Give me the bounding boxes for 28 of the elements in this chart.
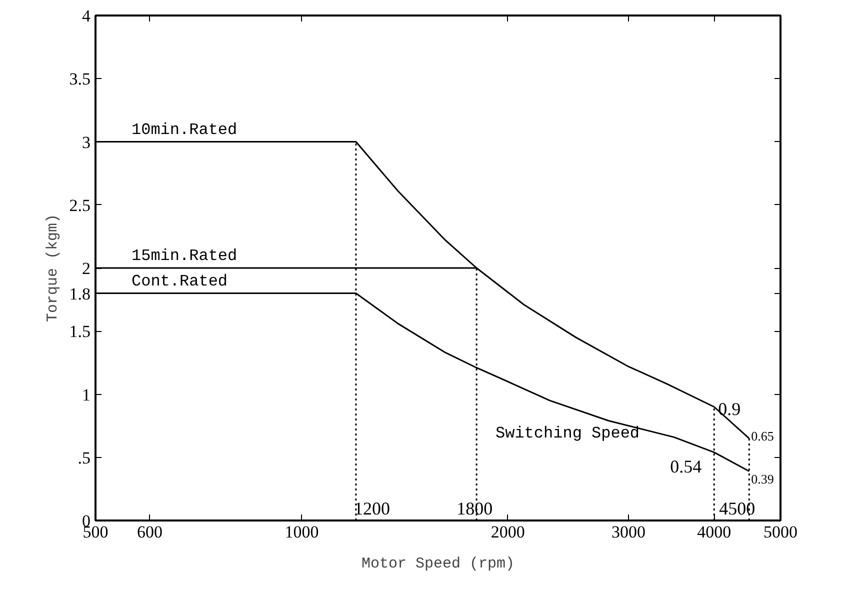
y-tick-label: 3.5 — [69, 70, 90, 89]
y-tick-label: .5 — [78, 448, 90, 468]
annotation: 0.9 — [718, 398, 741, 419]
series-label: 10min.Rated — [132, 120, 238, 139]
annotation: 0.39 — [751, 471, 774, 486]
x-tick-label: 3000 — [612, 522, 646, 542]
x-tick-label: 5000 — [764, 522, 798, 542]
annotation: 4500 — [719, 498, 756, 518]
y-tick-label: 2.5 — [69, 196, 90, 215]
y-tick-label: 1.8 — [69, 284, 90, 304]
y-tick-label: 1 — [82, 385, 90, 404]
x-tick-label: 2000 — [490, 522, 525, 542]
x-tick-label: 1000 — [284, 522, 319, 542]
annotation: 0.65 — [751, 428, 774, 444]
series-label: 15min.Rated — [132, 247, 238, 265]
x-tick-label: 4000 — [697, 522, 732, 542]
x-axis-title: Motor Speed (rpm) — [361, 556, 515, 572]
annotation: 0.54 — [670, 456, 702, 476]
y-axis-title: Torque (kgm) — [44, 214, 62, 322]
x-tick-label: 600 — [136, 522, 162, 542]
annotation: 1200 — [354, 498, 390, 518]
annotation: 1800 — [456, 498, 493, 518]
y-tick-label: 1.5 — [69, 322, 90, 342]
annotation: Switching Speed — [496, 424, 640, 442]
series-label: Cont.Rated — [132, 272, 228, 290]
y-tick-label: 3 — [82, 132, 90, 152]
y-tick-label: 4 — [82, 6, 91, 26]
y-tick-label: 2 — [82, 259, 90, 278]
